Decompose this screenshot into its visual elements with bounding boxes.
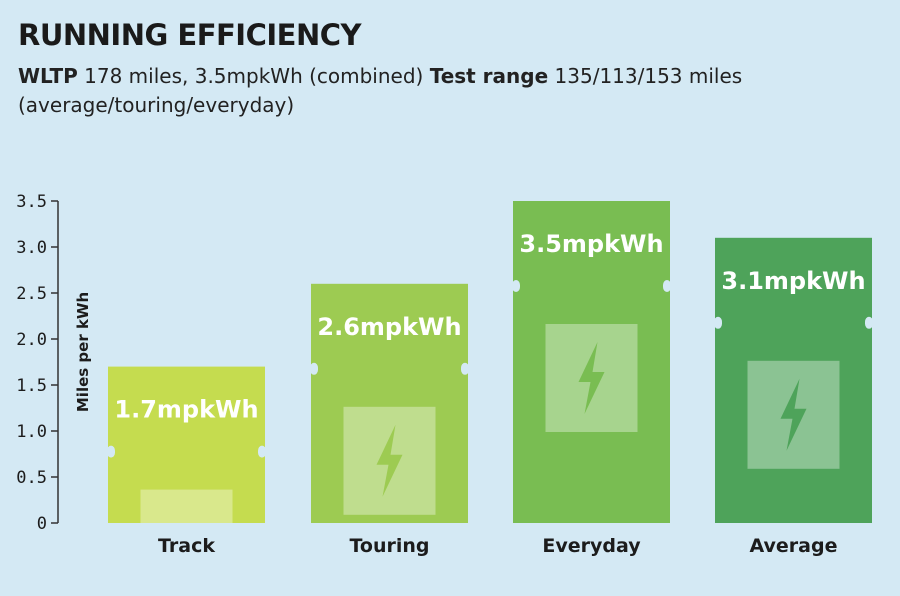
bar-notch-left bbox=[310, 362, 318, 375]
x-category-label: Average bbox=[750, 535, 838, 557]
lightning-bolt-icon bbox=[140, 489, 233, 523]
bar-body bbox=[311, 283, 468, 523]
test-range-text: 135/113/153 miles (average/touring/every… bbox=[18, 64, 743, 117]
bar-everyday: 3.5mpkWh Everyday bbox=[512, 201, 671, 557]
bar-notch-right bbox=[865, 316, 873, 329]
wltp-label: WLTP bbox=[18, 64, 78, 88]
lightning-bolt-glyph bbox=[578, 342, 605, 414]
bar-average: 3.1mpkWh Average bbox=[714, 237, 873, 557]
data-label: 1.7mpkWh bbox=[114, 396, 258, 424]
bar-notch-right bbox=[461, 362, 469, 375]
test-range-label: Test range bbox=[429, 64, 549, 88]
wltp-text: 178 miles, 3.5mpkWh (combined) bbox=[77, 64, 430, 88]
bar-track: 1.7mpkWh Track bbox=[107, 366, 266, 557]
bar-notch-left bbox=[107, 445, 115, 458]
bar-notch-right bbox=[663, 280, 671, 292]
y-tick-label: 2.0 bbox=[16, 330, 47, 350]
y-tick-label: 3.0 bbox=[16, 238, 47, 258]
bar-body bbox=[108, 366, 265, 523]
data-label: 3.1mpkWh bbox=[721, 267, 865, 295]
bar-notch-left bbox=[512, 280, 520, 292]
bar-notch-left bbox=[714, 316, 722, 329]
x-category-label: Touring bbox=[349, 535, 429, 557]
data-label: 2.6mpkWh bbox=[317, 313, 461, 341]
y-tick-label: 0 bbox=[37, 514, 47, 534]
bar-touring: 2.6mpkWh Touring bbox=[310, 283, 469, 557]
lightning-bolt-glyph bbox=[376, 424, 403, 497]
lightning-bolt-glyph bbox=[780, 378, 807, 451]
y-tick-label: 1.5 bbox=[16, 376, 47, 396]
y-tick-label: 3.5 bbox=[16, 192, 47, 212]
x-category-label: Track bbox=[158, 535, 215, 557]
x-category-label: Everyday bbox=[542, 535, 641, 557]
y-tick-label: 0.5 bbox=[16, 468, 47, 488]
data-label: 3.5mpkWh bbox=[519, 230, 663, 258]
y-tick-label: 2.5 bbox=[16, 284, 47, 304]
bar-body bbox=[715, 237, 872, 524]
chart-subtitle: WLTP 178 miles, 3.5mpkWh (combined) Test… bbox=[18, 62, 878, 120]
y-axis: 0 0.5 1.0 1.5 2.0 2.5 3.0 3.5 bbox=[16, 192, 59, 534]
chart-title: RUNNING EFFICIENCY bbox=[18, 18, 362, 52]
y-tick-label: 1.0 bbox=[16, 422, 47, 442]
bar-notch-right bbox=[258, 445, 266, 458]
y-axis-label: Miles per kWh bbox=[74, 292, 92, 412]
bars: 1.7mpkWh Track 2.6mpkWh Touring 3.5mpkWh Ever… bbox=[107, 201, 873, 557]
